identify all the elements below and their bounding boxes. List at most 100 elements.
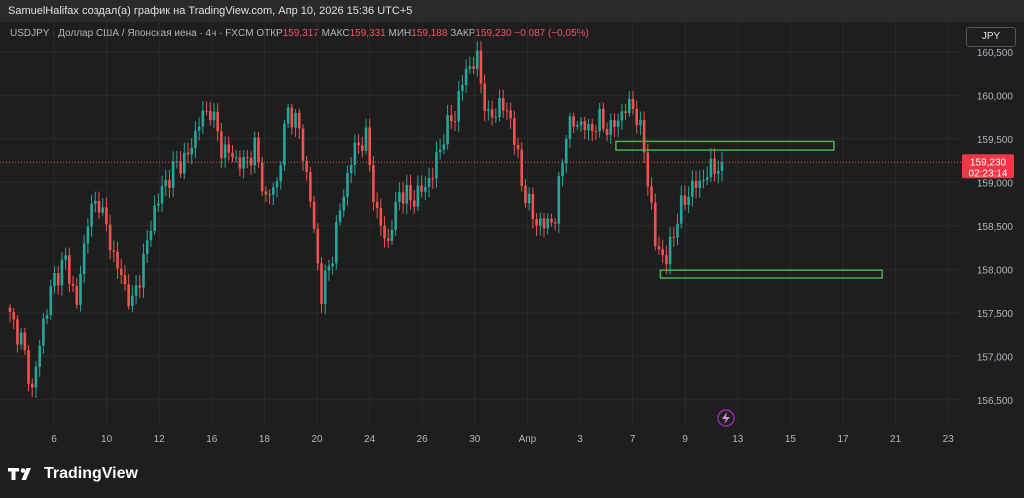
candle-body bbox=[168, 180, 171, 188]
candle-body bbox=[665, 255, 668, 265]
x-tick-label: 16 bbox=[206, 434, 218, 445]
candle-body bbox=[30, 383, 34, 388]
candle-body bbox=[71, 283, 75, 287]
candle-body bbox=[246, 156, 249, 158]
candle-body bbox=[576, 125, 579, 127]
candle-body bbox=[312, 201, 316, 229]
candle-body bbox=[86, 226, 90, 244]
candle-body bbox=[498, 98, 501, 117]
candle-body bbox=[431, 178, 435, 180]
candle-body bbox=[683, 195, 687, 205]
candle-body bbox=[694, 180, 698, 188]
candle-body bbox=[97, 200, 101, 213]
candle-body bbox=[679, 195, 683, 224]
candle-body bbox=[360, 145, 364, 151]
candle-body bbox=[316, 228, 320, 264]
candle-body bbox=[294, 113, 297, 128]
candle-body bbox=[134, 285, 138, 296]
candle-body bbox=[613, 120, 616, 127]
x-tick-label: 9 bbox=[682, 434, 688, 445]
lightning-icon[interactable] bbox=[717, 409, 735, 427]
candle-body bbox=[479, 50, 483, 84]
candle-body bbox=[520, 149, 524, 186]
x-tick-label: 13 bbox=[732, 434, 744, 445]
candle-body bbox=[698, 180, 702, 188]
candle-body bbox=[720, 162, 724, 171]
candle-body bbox=[375, 201, 379, 209]
close-label: ЗАКР bbox=[450, 28, 476, 39]
candle-body bbox=[357, 142, 360, 146]
candle-body bbox=[205, 110, 208, 112]
candle-body bbox=[8, 307, 12, 312]
candle-body bbox=[390, 229, 394, 241]
candle-body bbox=[427, 178, 431, 188]
candle-body bbox=[420, 185, 423, 192]
candle-body bbox=[639, 120, 642, 126]
candle-body bbox=[401, 192, 405, 204]
x-tick-label: 30 bbox=[469, 434, 481, 445]
candle-body bbox=[457, 91, 461, 122]
candle-body bbox=[127, 284, 130, 306]
candle-body bbox=[501, 98, 505, 111]
candle-body bbox=[672, 236, 676, 238]
candle-body bbox=[605, 128, 609, 136]
candle-body bbox=[635, 108, 639, 126]
candle-body bbox=[93, 200, 97, 204]
candle-body bbox=[101, 207, 105, 213]
candle-body bbox=[620, 111, 624, 121]
candle-body bbox=[108, 224, 112, 251]
currency-button[interactable]: JPY bbox=[966, 27, 1016, 47]
lightning-bolt bbox=[722, 412, 730, 424]
candle-body bbox=[487, 109, 490, 111]
change-value: −0,087 (−0,05%) bbox=[514, 28, 589, 39]
annotation-boxes bbox=[615, 140, 883, 279]
candle-body bbox=[301, 128, 305, 161]
candle-body bbox=[34, 366, 38, 388]
annotation-box[interactable] bbox=[615, 140, 835, 151]
candle-body bbox=[82, 243, 86, 275]
candle-body bbox=[705, 177, 709, 180]
candles bbox=[8, 41, 724, 398]
candle-body bbox=[657, 245, 661, 250]
candle-body bbox=[535, 219, 538, 226]
candle-body bbox=[197, 126, 201, 131]
candle-body bbox=[631, 99, 635, 109]
time-axis: 6 10 12 16 18 20 24 26 30 Апр 3 7 9 13 15 17 21 23 bbox=[51, 434, 954, 445]
candle-body bbox=[394, 201, 397, 230]
candle-body bbox=[275, 181, 279, 188]
candle-body bbox=[379, 208, 383, 226]
candle-body bbox=[286, 107, 290, 124]
candle-body bbox=[227, 144, 231, 153]
candle-body bbox=[16, 319, 19, 345]
y-tick-label: 159,500 bbox=[977, 135, 1014, 146]
candle-body bbox=[42, 318, 45, 346]
low-label: МИН bbox=[388, 28, 412, 39]
candle-body bbox=[368, 127, 372, 166]
symbol-info[interactable]: USDJPY · Доллар США / Японская иена · 4ч… bbox=[10, 28, 254, 39]
x-tick-label: 23 bbox=[943, 434, 955, 445]
x-tick-label: Апр bbox=[519, 434, 537, 445]
candle-body bbox=[546, 218, 550, 229]
candle-body bbox=[283, 123, 286, 166]
candle-body bbox=[119, 268, 123, 276]
tradingview-logo[interactable]: TradingView bbox=[8, 462, 138, 486]
brand-name: TradingView bbox=[44, 465, 138, 482]
candle-body bbox=[138, 285, 142, 288]
candle-body bbox=[461, 85, 464, 92]
annotation-box[interactable] bbox=[659, 269, 883, 279]
x-tick-label: 26 bbox=[417, 434, 429, 445]
candle-body bbox=[702, 179, 705, 181]
x-tick-label: 15 bbox=[785, 434, 797, 445]
x-tick-label: 17 bbox=[837, 434, 849, 445]
candle-body bbox=[264, 191, 268, 195]
candle-body bbox=[594, 130, 598, 132]
candle-body bbox=[505, 110, 509, 112]
candle-body bbox=[676, 223, 679, 238]
candle-body bbox=[442, 144, 446, 150]
candle-body bbox=[483, 83, 486, 111]
y-tick-label: 158,000 bbox=[977, 265, 1014, 276]
price-chart[interactable]: 160,500 160,000 159,500 159,000 158,500 158,0… bbox=[0, 22, 1024, 456]
candle-body bbox=[590, 123, 594, 131]
candle-body bbox=[190, 147, 194, 155]
